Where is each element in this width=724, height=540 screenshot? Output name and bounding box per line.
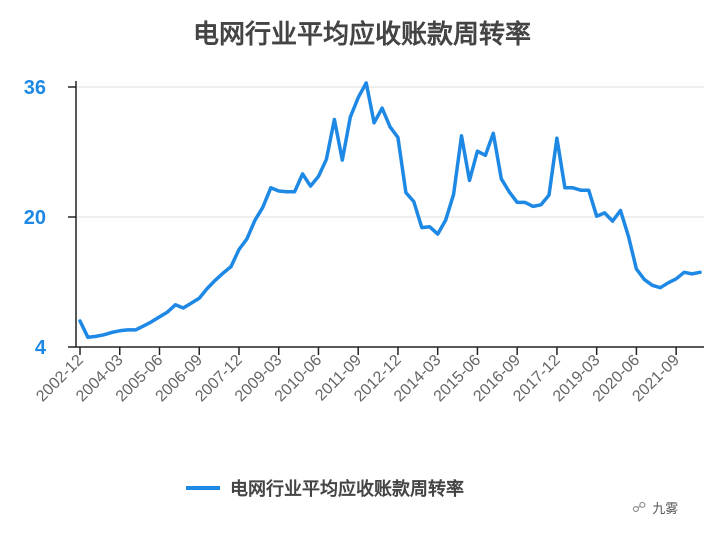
wechat-icon: ☍ [632, 499, 647, 516]
series-line [78, 81, 702, 340]
y-tick-labels: 36 20 4 [24, 77, 47, 359]
watermark: ☍ 九雾 [632, 498, 679, 518]
x-tick-labels: 2002-122004-032005-062006-092007-122009-… [33, 352, 683, 406]
y-tick-label: 36 [24, 77, 46, 99]
legend: 电网行业平均应收账款周转率 [186, 476, 464, 500]
watermark-text: 九雾 [652, 502, 679, 517]
chart-title: 电网行业平均应收账款周转率 [192, 20, 531, 50]
y-tick-label: 20 [24, 207, 46, 229]
y-tick-label: 4 [35, 337, 47, 359]
legend-label: 电网行业平均应收账款周转率 [230, 479, 464, 500]
legend-swatch [186, 486, 220, 490]
axes [68, 81, 704, 355]
